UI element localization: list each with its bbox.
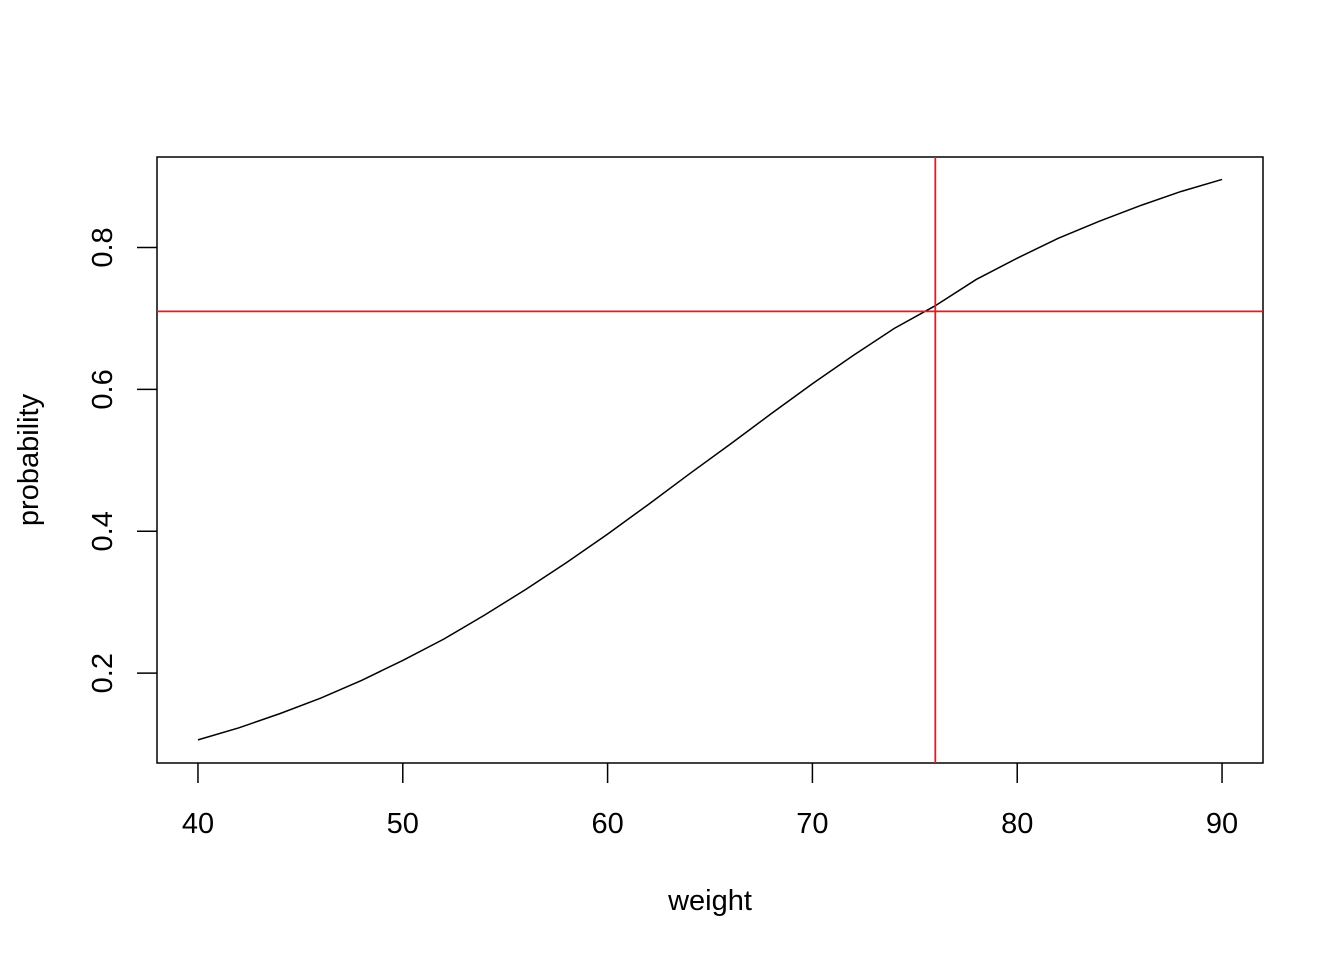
x-axis-label: weight [667,885,752,917]
x-tick-label: 70 [796,808,828,840]
y-tick-label: 0.8 [87,227,119,267]
x-tick-label: 90 [1206,808,1238,840]
y-tick-label: 0.4 [87,511,119,551]
y-tick-label: 0.2 [87,653,119,693]
x-tick-label: 40 [182,808,214,840]
x-tick-label: 50 [387,808,419,840]
y-axis-label: probability [13,393,45,526]
x-tick-label: 60 [591,808,623,840]
x-tick-label: 80 [1001,808,1033,840]
plot-box [156,156,1264,764]
y-tick-label: 0.6 [87,369,119,409]
curve [197,178,1223,741]
